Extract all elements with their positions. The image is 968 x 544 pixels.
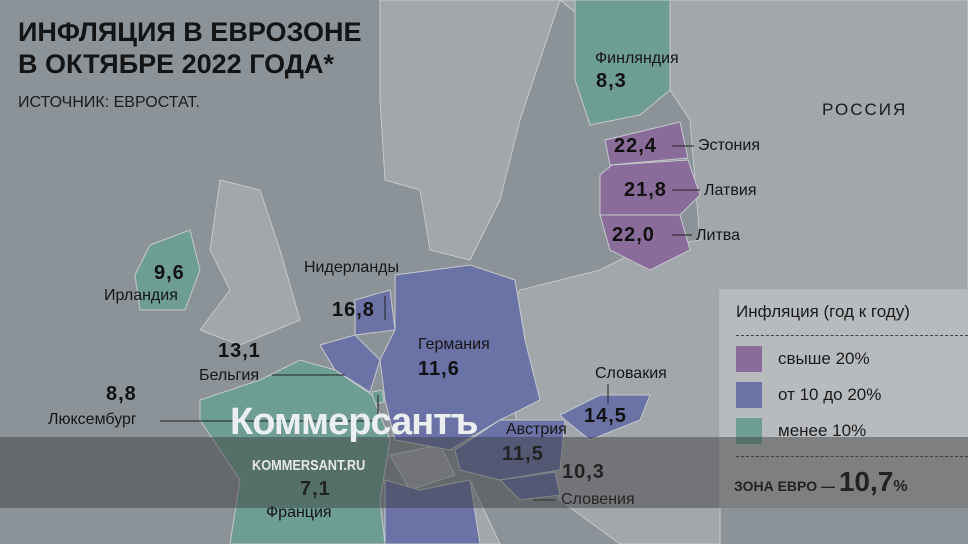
country-slovenia bbox=[498, 471, 561, 501]
leader-lines bbox=[160, 145, 700, 501]
country-lithuania bbox=[599, 214, 691, 271]
value-ireland: 9,6 bbox=[154, 262, 185, 284]
country-slovakia bbox=[559, 394, 651, 441]
value-france: 7,1 bbox=[300, 478, 331, 500]
eurozone-value: 10,7 bbox=[838, 466, 894, 497]
value-latvia: 21,8 bbox=[624, 179, 667, 201]
watermark-band bbox=[0, 437, 968, 508]
value-finland: 8,3 bbox=[596, 70, 627, 92]
switzerland-land bbox=[389, 444, 456, 491]
scandinavia-land bbox=[379, 0, 561, 261]
kommersant-seal-watermark bbox=[806, 133, 934, 261]
value-austria: 11,5 bbox=[502, 443, 544, 465]
country-italy-blue bbox=[384, 479, 481, 544]
value-germany: 11,6 bbox=[418, 358, 460, 380]
label-estonia: Эстония bbox=[698, 137, 760, 154]
value-estonia: 22,4 bbox=[614, 135, 657, 157]
legend-item-above-20: свыше 20% bbox=[778, 349, 870, 368]
kommersant-logo-watermark: Коммерсантъ bbox=[230, 401, 478, 443]
legend-title: Инфляция (год к году) bbox=[736, 302, 910, 321]
label-luxembourg: Люксембург bbox=[48, 411, 137, 428]
legend-item-below-10: менее 10% bbox=[778, 421, 867, 440]
legend-swatch-below-10 bbox=[736, 418, 762, 444]
label-netherlands: Нидерланды bbox=[304, 259, 399, 276]
great-britain-land bbox=[199, 179, 301, 346]
value-belgium: 13,1 bbox=[218, 340, 261, 362]
legend: Инфляция (год к году) свыше 20% от 10 до… bbox=[720, 290, 968, 508]
legend-divider bbox=[736, 335, 968, 336]
label-belgium: Бельгия bbox=[199, 367, 259, 384]
label-france: Франция bbox=[266, 504, 332, 521]
value-lithuania: 22,0 bbox=[612, 224, 655, 246]
label-lithuania: Литва bbox=[696, 227, 740, 244]
value-netherlands: 16,8 bbox=[332, 299, 375, 321]
eurozone-total: ЗОНА ЕВРО — 10,7% bbox=[734, 466, 908, 497]
legend-divider bbox=[736, 456, 968, 457]
label-slovakia: Словакия bbox=[595, 365, 667, 382]
value-slovakia: 14,5 bbox=[584, 405, 627, 427]
country-estonia bbox=[604, 121, 689, 166]
label-latvia: Латвия bbox=[704, 182, 757, 199]
legend-item-10-20: от 10 до 20% bbox=[778, 385, 882, 404]
label-germany: Германия bbox=[418, 336, 490, 353]
value-luxembourg: 8,8 bbox=[106, 383, 137, 405]
country-finland bbox=[574, 0, 671, 126]
legend-swatch-10-20 bbox=[736, 382, 762, 408]
country-france bbox=[199, 359, 391, 544]
label-slovenia: Словения bbox=[561, 491, 635, 508]
label-finland: Финляндия bbox=[595, 50, 679, 67]
source-note: ИСТОЧНИК: ЕВРОСТАТ. bbox=[18, 94, 200, 111]
country-belgium bbox=[319, 334, 381, 393]
page-title: ИНФЛЯЦИЯ В ЕВРОЗОНЕ В ОКТЯБРЕ 2022 ГОДА* bbox=[18, 17, 362, 79]
label-austria: Австрия bbox=[506, 421, 567, 438]
label-ireland: Ирландия bbox=[104, 287, 178, 304]
country-germany bbox=[379, 264, 541, 451]
kommersant-site-watermark: KOMMERSANT.RU bbox=[252, 457, 366, 474]
country-austria bbox=[454, 419, 566, 481]
legend-swatch-above-20 bbox=[736, 346, 762, 372]
russia-label: РОССИЯ bbox=[822, 100, 908, 119]
country-ireland bbox=[134, 229, 201, 311]
value-slovenia: 10,3 bbox=[562, 461, 605, 483]
